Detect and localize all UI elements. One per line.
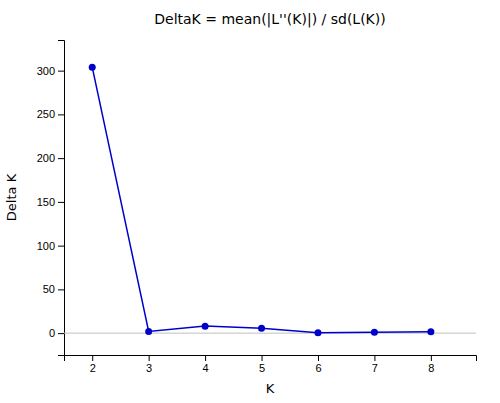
x-tick-mark	[318, 355, 319, 361]
y-axis-label: Delta K	[4, 173, 19, 221]
x-tick: 2	[90, 355, 96, 374]
y-tick-mark	[58, 333, 64, 334]
x-tick-label: 6	[315, 362, 321, 374]
x-tick-mark	[431, 355, 432, 361]
x-tick: 8	[428, 355, 434, 374]
point	[314, 329, 321, 336]
y-tick-mark	[58, 71, 64, 72]
point	[89, 64, 96, 71]
y-tick: 300	[37, 65, 64, 77]
point	[427, 328, 434, 335]
x-tick: 6	[315, 355, 321, 374]
x-tick-mark	[92, 355, 93, 361]
y-axis-line	[58, 41, 65, 356]
x-axis: 2 3 4 5 6 7 8	[65, 355, 477, 374]
y-tick: 150	[37, 196, 64, 208]
y-tick-mark	[58, 202, 64, 203]
x-tick-mark	[149, 355, 150, 361]
x-tick-label: 5	[259, 362, 265, 374]
y-tick: 100	[37, 240, 64, 252]
y-tick: 50	[43, 283, 64, 295]
x-tick-label: 2	[90, 362, 96, 374]
y-tick-label: 50	[43, 283, 55, 295]
x-tick-mark	[262, 355, 263, 361]
y-tick: 200	[37, 152, 64, 164]
point	[145, 328, 152, 335]
y-tick-label: 250	[37, 108, 55, 120]
y-tick-label: 100	[37, 240, 55, 252]
x-axis-line	[65, 356, 477, 362]
x-axis-label: K	[266, 381, 275, 396]
x-tick: 4	[203, 355, 209, 374]
x-tick-label: 7	[372, 362, 378, 374]
reference-line	[64, 333, 476, 334]
plot: 2 3 4 5 6 7 8 0 50 100 150 200 250 300	[37, 41, 477, 374]
y-tick-mark	[58, 114, 64, 115]
line	[92, 67, 431, 333]
y-tick-label: 150	[37, 196, 55, 208]
chart: 2 3 4 5 6 7 8 0 50 100 150 200 250 300 DeltaK = mean(|…	[0, 0, 500, 403]
y-tick-label: 0	[49, 327, 55, 339]
x-tick: 3	[146, 355, 152, 374]
point	[258, 325, 265, 332]
x-tick-label: 3	[146, 362, 152, 374]
marks	[64, 64, 476, 337]
title: DeltaK = mean(|L''(K)|) / sd(L(K))	[154, 11, 385, 28]
y-tick-mark	[58, 246, 64, 247]
x-tick-mark	[374, 355, 375, 361]
x-tick-mark	[205, 355, 206, 361]
point	[371, 329, 378, 336]
x-tick-label: 4	[203, 362, 209, 374]
y-tick: 250	[37, 108, 64, 120]
x-tick: 7	[372, 355, 378, 374]
x-tick-label: 8	[428, 362, 434, 374]
x-tick: 5	[259, 355, 265, 374]
y-tick-label: 300	[37, 65, 55, 77]
y-tick-label: 200	[37, 152, 55, 164]
y-tick: 0	[49, 327, 64, 339]
y-tick-mark	[58, 289, 64, 290]
y-tick-mark	[58, 158, 64, 159]
point	[202, 323, 209, 330]
y-axis: 0 50 100 150 200 250 300	[37, 41, 65, 356]
